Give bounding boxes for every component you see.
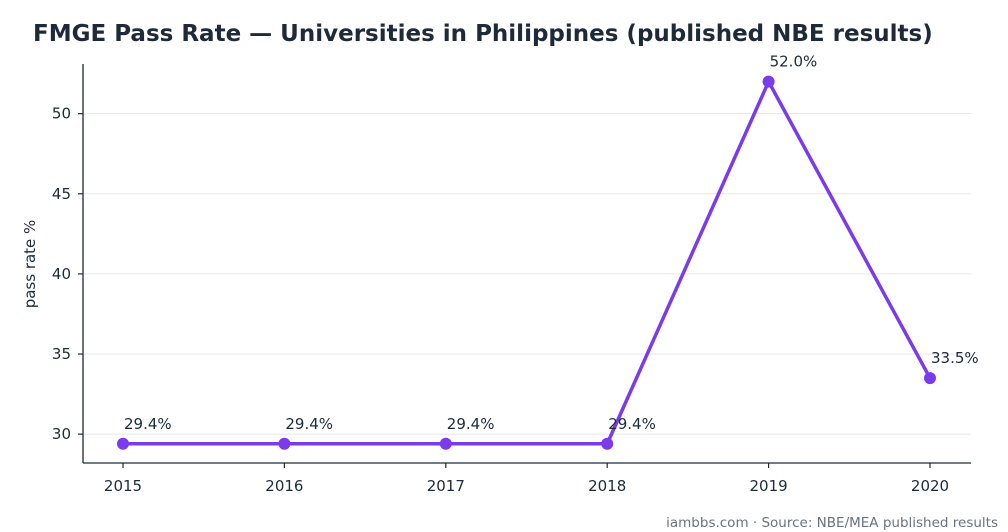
data-point [278, 437, 291, 450]
y-tick-label: 35 [52, 345, 71, 363]
data-point [439, 437, 452, 450]
x-tick-label: 2017 [427, 477, 465, 495]
y-tick-label: 50 [52, 105, 71, 123]
data-point [117, 437, 129, 450]
data-point [762, 75, 775, 88]
x-tick-label: 2019 [750, 477, 788, 495]
data-label: 29.4% [608, 415, 656, 433]
data-point [924, 372, 936, 385]
data-label: 29.4% [285, 415, 333, 433]
data-label: 29.4% [447, 415, 495, 433]
data-label: 52.0% [770, 53, 818, 71]
gridlines [83, 113, 971, 435]
axes [82, 64, 971, 464]
data-labels: 29.4% 29.4% 29.4% 29.4% 52.0% 33.5% [124, 53, 979, 433]
x-tick-label: 2015 [104, 477, 142, 495]
data-label: 33.5% [931, 349, 979, 367]
x-tick-label: 2020 [911, 477, 949, 495]
x-tick-label: 2016 [265, 477, 303, 495]
series-layer [117, 75, 936, 450]
x-ticks: 2015 2016 2017 2018 2019 2020 [104, 463, 949, 495]
data-label: 29.4% [124, 415, 172, 433]
y-tick-label: 30 [52, 425, 71, 443]
x-tick-label: 2018 [588, 477, 626, 495]
y-ticks: 30 35 40 45 50 [52, 105, 83, 443]
y-axis-label: pass rate % [21, 220, 39, 309]
y-tick-label: 45 [52, 185, 71, 203]
source-note: iambbs.com · Source: NBE/MEA published r… [666, 515, 998, 531]
data-point [601, 437, 614, 450]
y-tick-label: 40 [52, 265, 71, 283]
chart-title: FMGE Pass Rate — Universities in Philipp… [33, 21, 933, 47]
series-line [121, 79, 932, 446]
